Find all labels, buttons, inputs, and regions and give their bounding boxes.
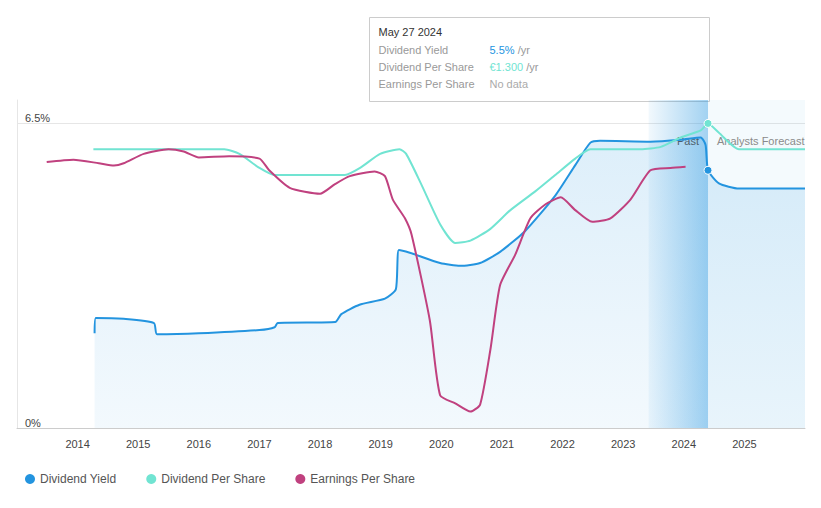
svg-text:2022: 2022	[550, 438, 574, 450]
svg-text:6.5%: 6.5%	[25, 112, 50, 124]
svg-text:Dividend Per Share: Dividend Per Share	[379, 61, 474, 73]
svg-text:2014: 2014	[65, 438, 89, 450]
svg-text:2021: 2021	[490, 438, 514, 450]
svg-text:2019: 2019	[368, 438, 392, 450]
svg-text:2025: 2025	[732, 438, 756, 450]
svg-text:2023: 2023	[611, 438, 635, 450]
svg-text:/yr: /yr	[518, 44, 531, 56]
svg-text:2018: 2018	[308, 438, 332, 450]
svg-text:No data: No data	[490, 78, 529, 90]
svg-text:May 27 2024: May 27 2024	[379, 26, 443, 38]
svg-text:2016: 2016	[187, 438, 211, 450]
svg-text:2017: 2017	[247, 438, 271, 450]
svg-text:/yr: /yr	[526, 61, 539, 73]
svg-text:2020: 2020	[429, 438, 453, 450]
svg-text:Dividend Yield: Dividend Yield	[40, 472, 116, 486]
svg-text:0%: 0%	[25, 417, 41, 429]
svg-text:Earnings Per Share: Earnings Per Share	[379, 78, 475, 90]
svg-text:€1.300: €1.300	[490, 61, 524, 73]
svg-text:Dividend Yield: Dividend Yield	[379, 44, 449, 56]
svg-text:5.5%: 5.5%	[490, 44, 515, 56]
svg-text:2015: 2015	[126, 438, 150, 450]
svg-text:Earnings Per Share: Earnings Per Share	[310, 472, 415, 486]
svg-text:2024: 2024	[672, 438, 696, 450]
svg-text:Analysts Forecast: Analysts Forecast	[717, 134, 805, 147]
svg-text:Dividend Per Share: Dividend Per Share	[161, 472, 265, 486]
